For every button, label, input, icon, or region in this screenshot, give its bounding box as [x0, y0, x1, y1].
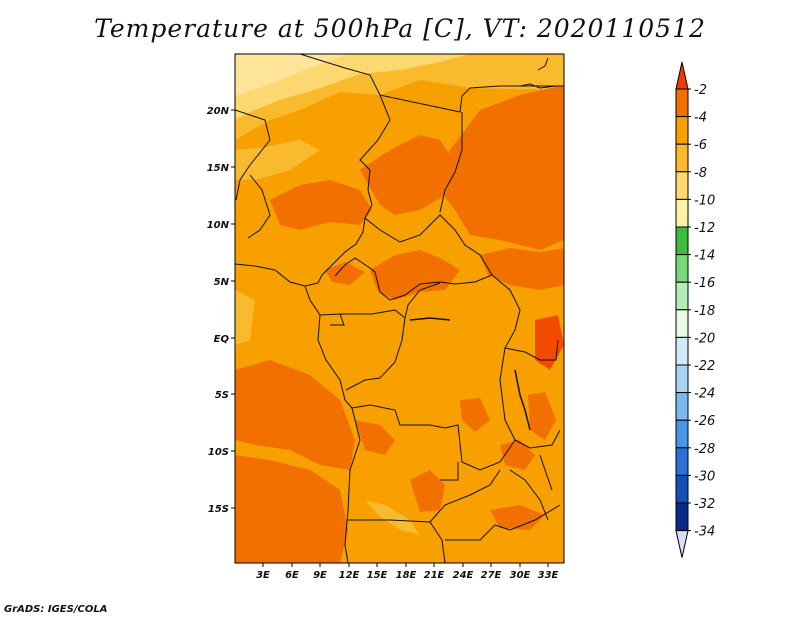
- colorbar-label: -14: [694, 249, 715, 264]
- colorbar-label: -30: [694, 469, 715, 484]
- colorbar-label: -26: [694, 414, 715, 429]
- country-borders: [235, 54, 564, 563]
- lon-tick-label: 15E: [367, 570, 388, 581]
- colorbar-label: -12: [694, 221, 715, 236]
- colorbar-bottom-arrow: [675, 530, 689, 558]
- lon-tick-label: 24E: [453, 570, 474, 581]
- colorbar-segment: [675, 419, 689, 449]
- colorbar-label: -34: [694, 525, 715, 540]
- lat-tick-label: 10N: [207, 220, 230, 231]
- lat-tick-label: 15S: [208, 504, 229, 515]
- lat-tick-label: 15N: [207, 163, 230, 174]
- colorbar-label: -2: [694, 83, 707, 98]
- colorbar: -2 -4 -6 -8 -10 -12 -14 -16 -18 -20 -22 -24 -26 -28 -3…: [675, 61, 715, 558]
- lon-tick-label: 3E: [256, 570, 270, 581]
- colorbar-label: -20: [694, 331, 715, 346]
- map-title: Temperature at 500hPa [C], VT: 202011051…: [94, 14, 706, 43]
- colorbar-label: -22: [694, 359, 715, 374]
- colorbar-segment: [675, 143, 689, 173]
- lon-tick-label: 12E: [339, 570, 360, 581]
- lon-tick-label: 30E: [510, 570, 531, 581]
- colorbar-label: -28: [694, 442, 715, 457]
- colorbar-segment: [675, 447, 689, 476]
- colorbar-segment: [675, 226, 689, 256]
- colorbar-label: -6: [694, 138, 707, 153]
- colorbar-segment: [675, 198, 689, 228]
- colorbar-segment: [675, 392, 689, 421]
- lat-tick-label: 5S: [215, 390, 229, 401]
- colorbar-segment: [675, 474, 689, 504]
- colorbar-segment: [675, 116, 689, 145]
- colorbar-label: -18: [694, 304, 715, 319]
- lat-tick-label: 5N: [214, 277, 230, 288]
- lat-axis: 20N 15N 10N 5N EQ 5S 10S 15S: [207, 106, 235, 515]
- temperature-field: [235, 54, 564, 563]
- lon-tick-label: 33E: [538, 570, 559, 581]
- lat-tick-label: 10S: [208, 447, 229, 458]
- colorbar-label: -24: [694, 387, 715, 402]
- colorbar-label: -32: [694, 497, 715, 512]
- lat-tick-label: EQ: [214, 334, 230, 345]
- colorbar-segment: [675, 364, 689, 394]
- colorbar-segment: [675, 171, 689, 200]
- colorbar-segment: [675, 88, 689, 118]
- colorbar-label: -4: [694, 111, 707, 126]
- lon-tick-label: 21E: [424, 570, 445, 581]
- lon-tick-label: 6E: [285, 570, 299, 581]
- lon-tick-label: 27E: [481, 570, 502, 581]
- lon-axis: 3E 6E 9E 12E 15E 18E 21E 24E 27E 30E 33E: [256, 563, 559, 581]
- colorbar-segment: [675, 309, 689, 338]
- colorbar-segment: [675, 336, 689, 366]
- colorbar-top-arrow: [675, 61, 689, 90]
- colorbar-label: -8: [694, 166, 707, 181]
- colorbar-label: -10: [694, 193, 715, 208]
- lat-tick-label: 20N: [207, 106, 230, 117]
- colorbar-segment: [675, 281, 689, 311]
- lon-tick-label: 9E: [313, 570, 327, 581]
- colorbar-label: -16: [694, 276, 715, 291]
- lon-tick-label: 18E: [396, 570, 417, 581]
- colorbar-segment: [675, 254, 689, 283]
- grads-credit: GrADS: IGES/COLA: [4, 604, 108, 615]
- colorbar-segment: [675, 502, 689, 532]
